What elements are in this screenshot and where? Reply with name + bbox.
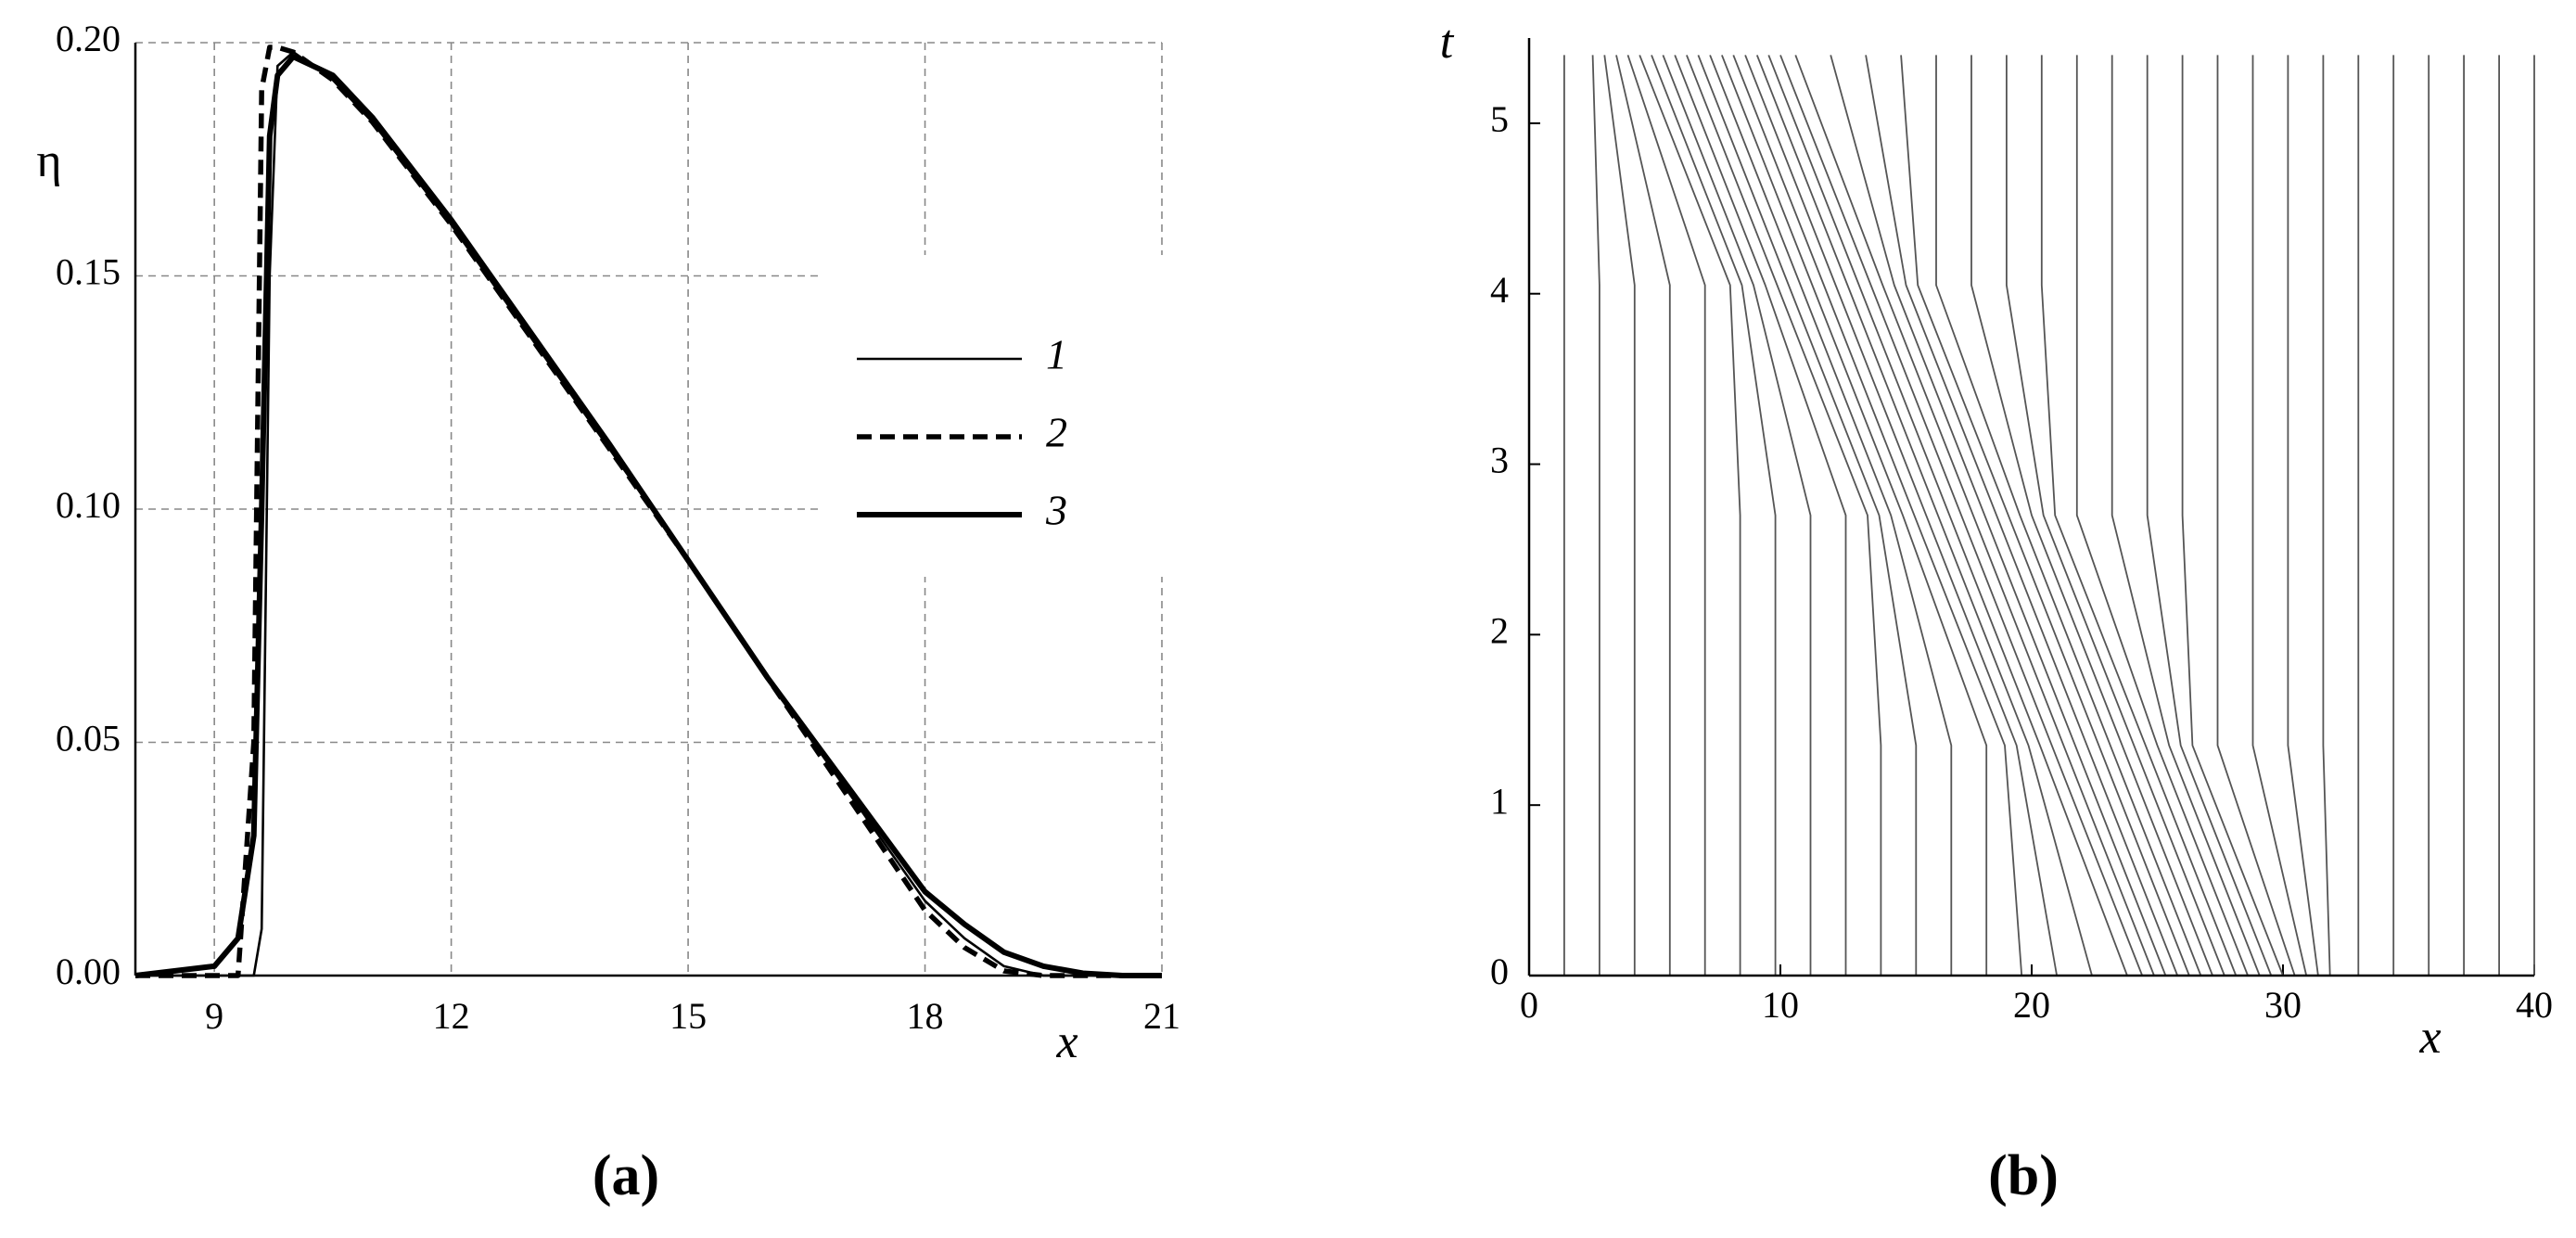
y-tick-label: 4: [1490, 269, 1509, 311]
trajectory: [1830, 55, 2167, 976]
y-tick-label: 0.10: [56, 484, 121, 526]
y-axis-label: t: [1440, 16, 1455, 69]
trajectory: [1709, 55, 1953, 976]
y-tick-label: 0.00: [56, 951, 121, 992]
trajectory: [1639, 55, 1741, 976]
trajectory: [2322, 55, 2331, 976]
x-tick-label: 40: [2516, 984, 2553, 1026]
trajectory: [1794, 55, 2155, 976]
trajectory: [1651, 55, 1777, 976]
trajectory: [2251, 55, 2308, 976]
x-tick-label: 21: [1143, 995, 1180, 1037]
trajectory: [1970, 55, 2213, 976]
legend-label: 2: [1046, 409, 1067, 456]
trajectory: [1674, 55, 1847, 976]
trajectory: [1935, 55, 2202, 976]
trajectory: [1662, 55, 1812, 976]
caption: (b): [1988, 1144, 2059, 1207]
trajectory: [1591, 55, 1600, 976]
x-tick-label: 30: [2264, 984, 2302, 1026]
y-tick-label: 0.20: [56, 18, 121, 59]
trajectory: [1721, 55, 1988, 976]
y-tick-label: 1: [1490, 780, 1509, 822]
legend-label: 1: [1046, 331, 1067, 378]
trajectory: [1626, 55, 1706, 976]
x-tick-label: 10: [1762, 984, 1799, 1026]
trajectory: [1744, 55, 2058, 976]
trajectory: [1615, 55, 1671, 976]
x-tick-label: 18: [907, 995, 944, 1037]
trajectory: [2005, 55, 2225, 976]
legend-background: [823, 255, 1170, 577]
trajectory: [1865, 55, 2179, 976]
trajectory: [2146, 55, 2273, 976]
y-tick-label: 2: [1490, 610, 1509, 652]
y-tick-label: 0: [1490, 951, 1509, 992]
series-line: [134, 54, 1162, 978]
y-tick-label: 3: [1490, 440, 1509, 481]
x-axis-label: x: [2418, 1011, 2441, 1064]
x-tick-label: 0: [1520, 984, 1538, 1026]
trajectory: [1686, 55, 1882, 976]
trajectory: [1697, 55, 1918, 976]
trajectory: [2075, 55, 2249, 976]
panel: 0 10 20 30 40 0 1 2 3 4 5t x (b): [1440, 16, 2553, 1207]
y-axis-label: η: [36, 134, 61, 187]
trajectory: [2181, 55, 2284, 976]
trajectory: [2040, 55, 2238, 976]
legend-label: 3: [1045, 487, 1067, 534]
x-tick-label: 9: [205, 995, 223, 1037]
x-tick-label: 15: [670, 995, 707, 1037]
y-tick-label: 0.15: [56, 251, 121, 293]
y-tick-label: 0.05: [56, 718, 121, 759]
x-tick-label: 12: [433, 995, 470, 1037]
trajectory: [1779, 55, 2144, 976]
series-line: [135, 45, 1162, 978]
trajectory: [1732, 55, 2023, 976]
trajectory: [2216, 55, 2296, 976]
trajectory: [2287, 55, 2319, 976]
trajectory: [1755, 55, 2093, 976]
x-tick-label: 20: [2013, 984, 2050, 1026]
y-tick-label: 5: [1490, 98, 1509, 140]
x-axis-label: x: [1055, 1015, 1078, 1068]
trajectory: [1900, 55, 2190, 976]
trajectory: [1603, 55, 1636, 976]
trajectory: [2111, 55, 2261, 976]
trajectory: [1767, 55, 2128, 976]
caption: (a): [593, 1144, 659, 1207]
